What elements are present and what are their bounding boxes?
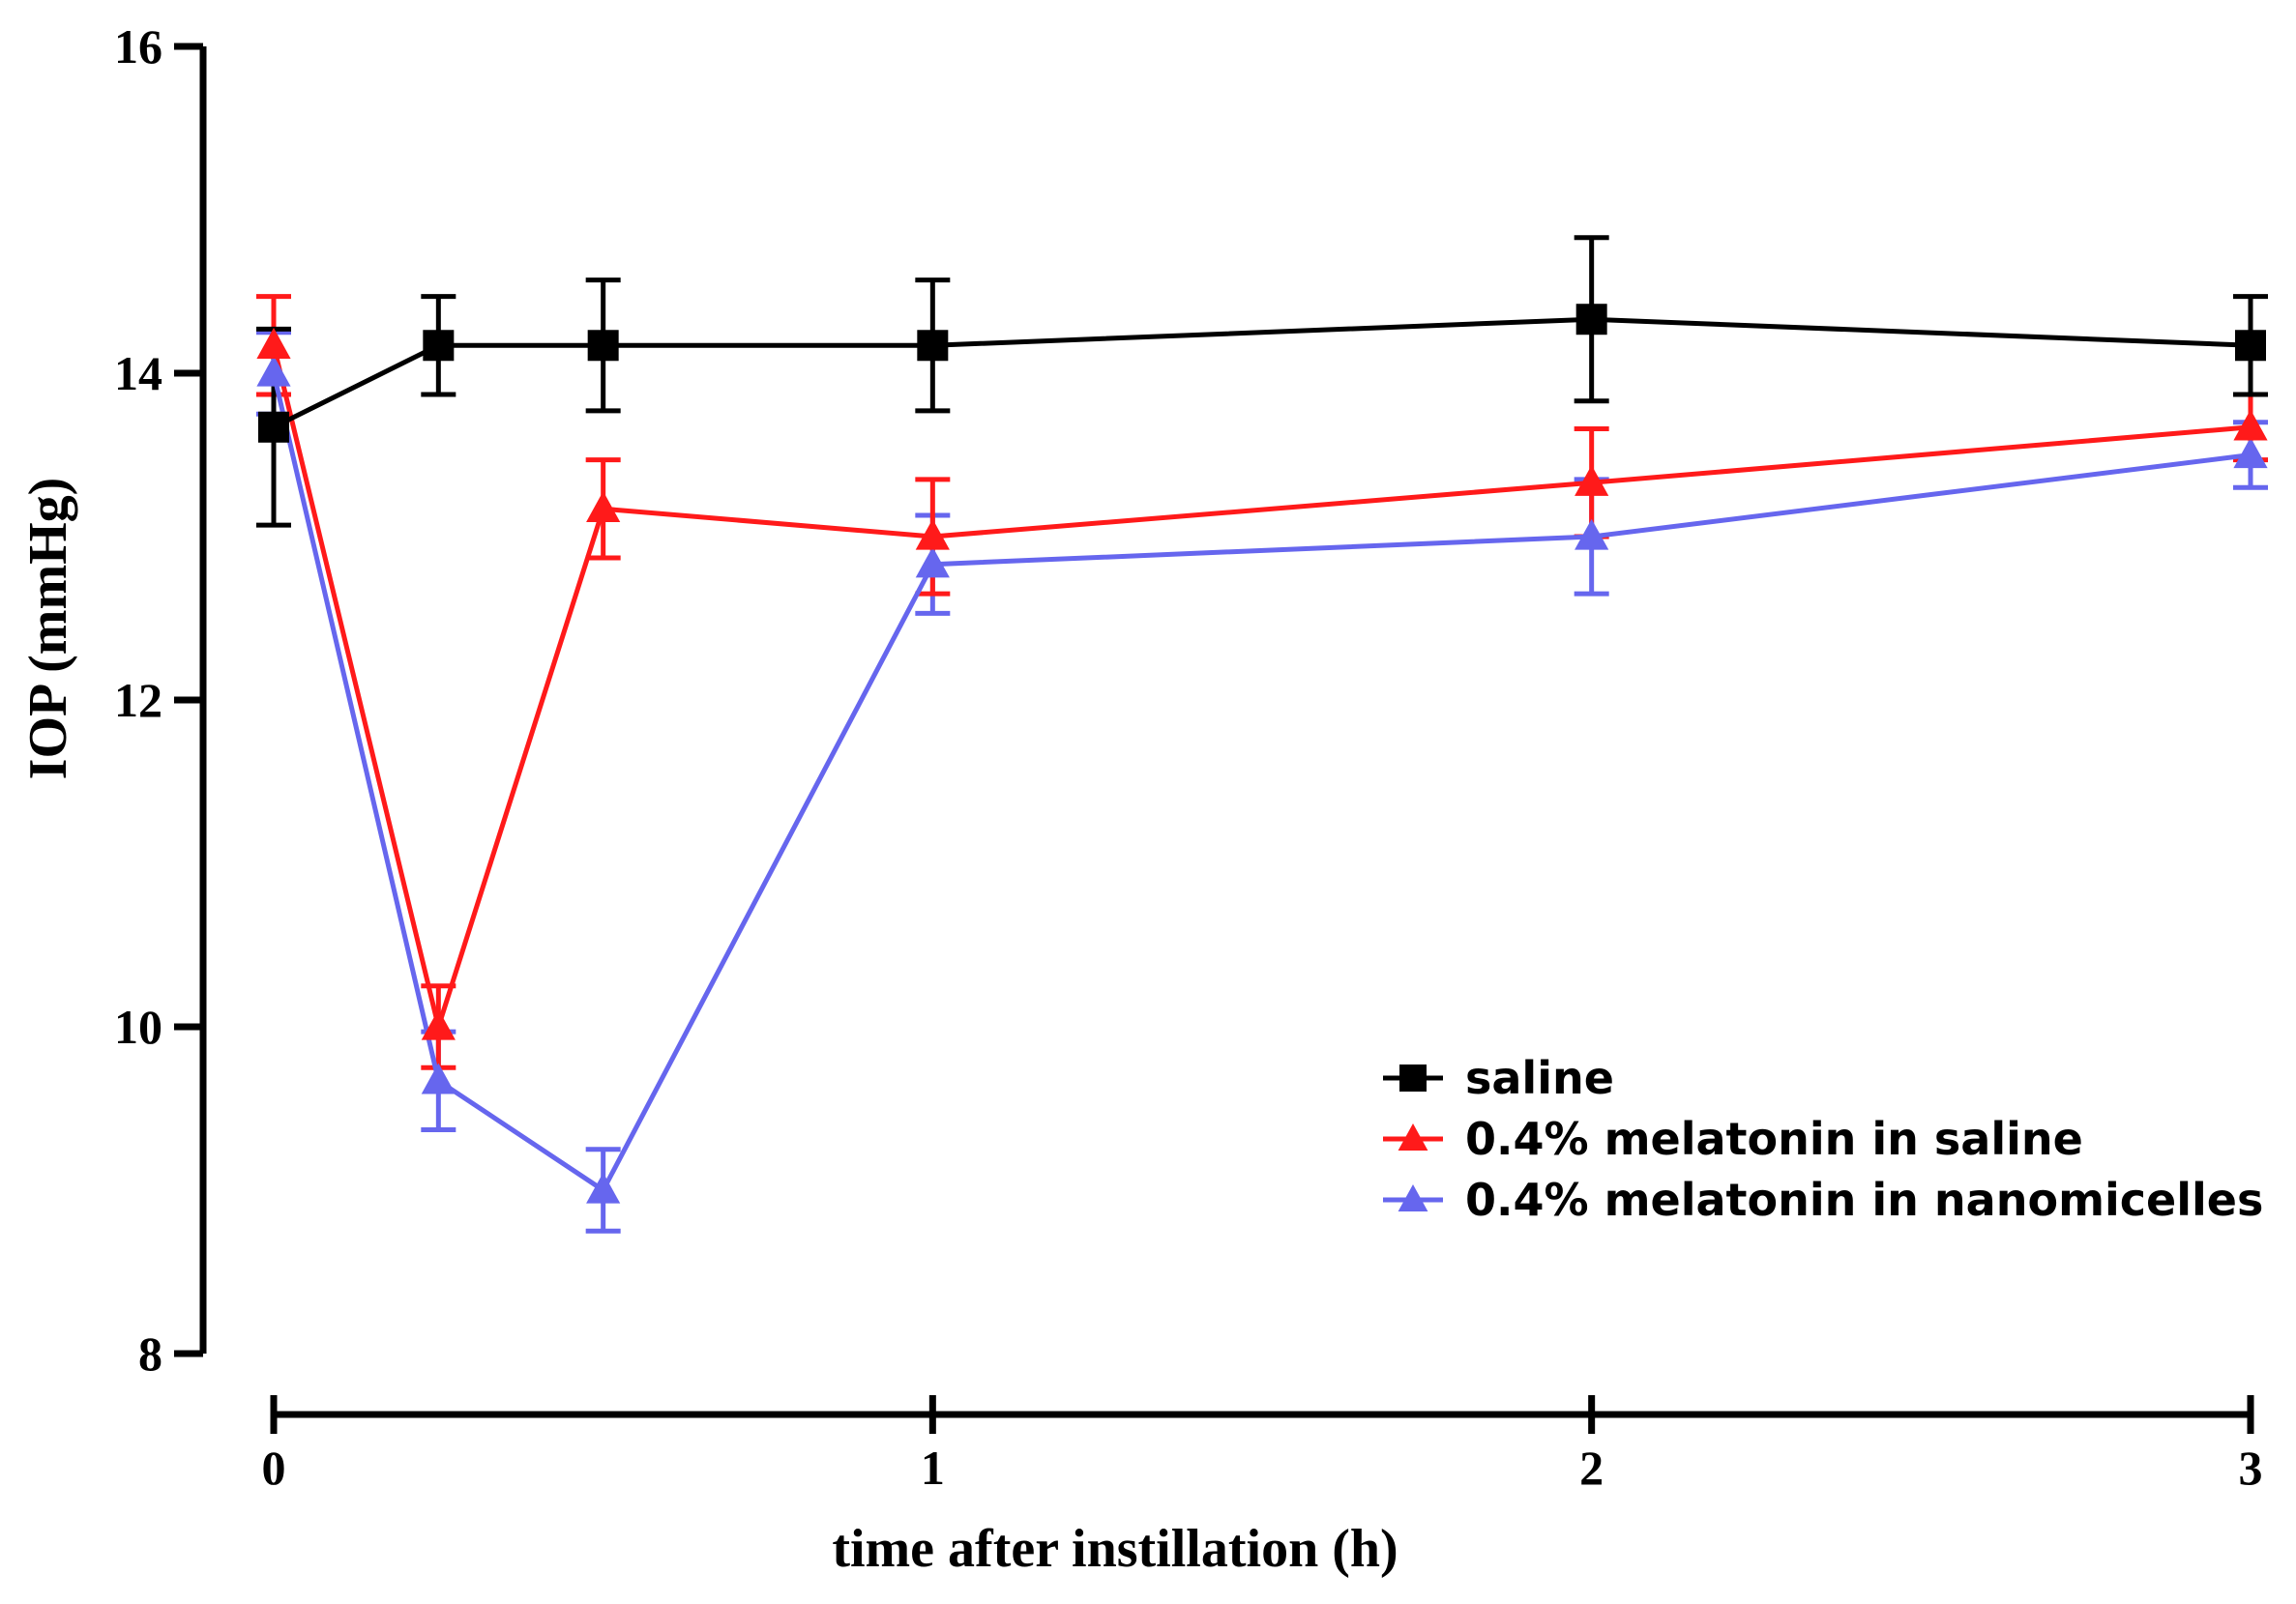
series-1-line <box>271 344 2252 1030</box>
series-0-point-3 <box>917 330 949 362</box>
series-0-line <box>272 316 2252 430</box>
series-0-point-1 <box>423 330 455 362</box>
y-axis-title: IOP (mmHg) <box>18 478 78 780</box>
y-tick-label-10: 10 <box>114 1000 162 1054</box>
legend-label-1: 0.4% melatonin in saline <box>1465 1113 2083 1165</box>
series-2-point-4 <box>1575 518 1609 550</box>
series-1-point-3 <box>915 518 950 550</box>
series-1-point-4 <box>1575 464 1609 496</box>
x-tick-label-0: 0 <box>262 1441 286 1495</box>
series-0-point-4 <box>1575 304 1607 335</box>
legend-label-0: saline <box>1465 1052 1614 1104</box>
legend-marker-2 <box>1398 1184 1428 1211</box>
legend-label-2: 0.4% melatonin in nanomicelles <box>1465 1174 2263 1226</box>
series-2-point-2 <box>586 1172 621 1204</box>
x-tick-label-2: 2 <box>1579 1441 1604 1495</box>
series-1-point-0 <box>256 328 291 359</box>
series-lines <box>271 316 2252 1193</box>
series-1-point-5 <box>2233 409 2268 441</box>
legend-marker-1 <box>1398 1123 1428 1151</box>
series-2-point-5 <box>2233 437 2268 469</box>
series-0-point-0 <box>258 411 289 443</box>
series-1-point-1 <box>421 1008 456 1040</box>
series-1-point-2 <box>586 491 621 522</box>
y-tick-label-16: 16 <box>114 19 162 73</box>
series-0-point-5 <box>2235 330 2266 362</box>
series-markers <box>256 304 2268 1204</box>
y-tick-label-8: 8 <box>138 1327 162 1381</box>
series-2-point-1 <box>421 1063 456 1094</box>
series-2-point-0 <box>256 355 291 387</box>
legend: saline 0.4% melatonin in saline 0.4% melat… <box>1383 1052 2263 1226</box>
series-0-point-2 <box>587 330 619 362</box>
y-tick-label-14: 14 <box>114 346 162 400</box>
legend-marker-0 <box>1399 1064 1427 1092</box>
series-2-line <box>271 372 2252 1193</box>
x-tick-label-1: 1 <box>921 1441 945 1495</box>
x-tick-label-3: 3 <box>2239 1441 2263 1495</box>
series-2-point-3 <box>915 546 950 578</box>
x-axis-title: time after instillation (h) <box>832 1519 1398 1579</box>
error-bars <box>256 235 2268 1234</box>
y-tick-label-12: 12 <box>114 673 162 727</box>
